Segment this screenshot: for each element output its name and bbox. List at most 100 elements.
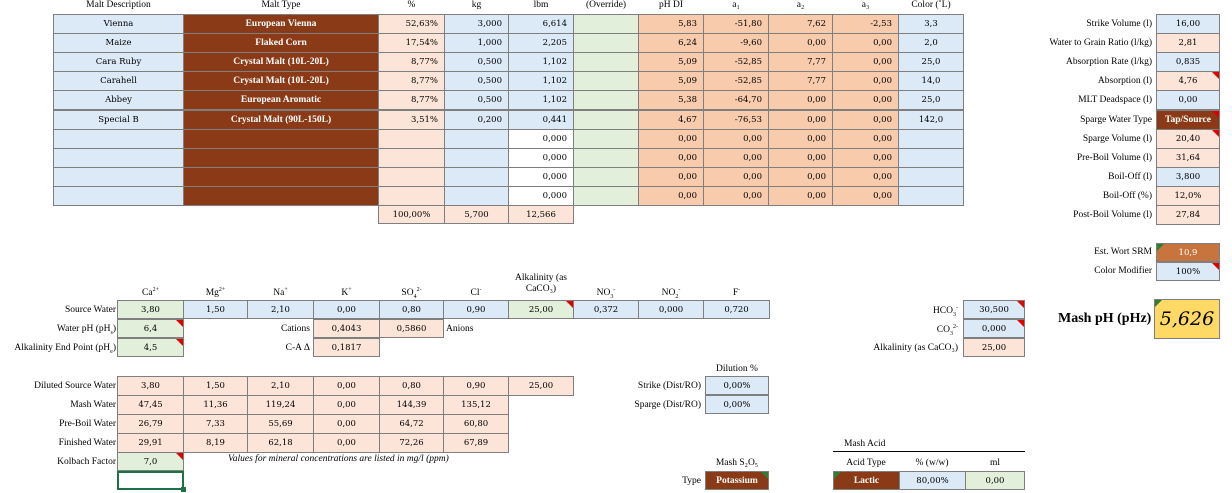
grain-color-cell[interactable]: 142,0 [898,109,964,130]
source-ion-input-4[interactable]: 0,80 [379,300,444,319]
grain-override-cell[interactable] [573,185,639,206]
grain-a3-cell: 0,00 [832,147,899,168]
grain-a3-cell: 0,00 [832,185,899,206]
grain-kg-cell[interactable] [444,147,509,168]
sparge-dilution-input[interactable]: 0,00% [705,395,769,414]
grain-type-cell[interactable] [183,147,379,168]
grain-type-cell[interactable] [183,185,379,206]
ion-header-6: Alkalinity (as CaCO₃) [515,273,567,294]
volume-value-5[interactable]: Tap/Source [1156,109,1220,130]
grain-kg-cell[interactable]: 0,200 [444,109,509,130]
grain-kg-cell[interactable] [444,185,509,206]
grain-color-cell[interactable] [898,166,964,187]
grain-type-cell[interactable]: Crystal Malt (10L-20L) [183,71,379,92]
acid-pct-input[interactable]: 80,00% [899,471,966,490]
grain-type-cell[interactable]: European Aromatic [183,90,379,111]
grain-desc-cell[interactable]: Maize [53,33,184,54]
grain-a3-cell: 0,00 [832,71,899,92]
source-ion-input-9[interactable]: 0,720 [703,300,770,319]
hco3-input[interactable]: 30,500 [963,300,1025,319]
wort-srm-label: Est. Wort SRM [1094,247,1152,257]
grain-kg-cell[interactable]: 0,500 [444,71,509,92]
grain-kg-cell[interactable]: 1,000 [444,33,509,54]
color-modifier-label: Color Modifier [1094,266,1152,276]
source-ion-input-1[interactable]: 1,50 [183,300,248,319]
source-ion-input-5[interactable]: 0,90 [443,300,509,319]
source-ion-input-2[interactable]: 2,10 [247,300,314,319]
grain-desc-cell[interactable]: Abbey [53,90,184,111]
grain-ph-cell: 5,83 [638,14,704,35]
grain-pct-cell: 52,63% [378,14,445,35]
grain-color-cell[interactable]: 25,0 [898,52,964,73]
grain-override-cell[interactable] [573,52,639,73]
grain-color-cell[interactable] [898,147,964,168]
grain-color-cell[interactable]: 2,0 [898,33,964,54]
selected-cell[interactable] [117,471,184,490]
kolbach-input[interactable]: 7,0 [117,452,184,471]
water-ph-input[interactable]: 6,4 [117,319,184,338]
anions-label: Anions [446,324,474,334]
end-point-input[interactable]: 4,5 [117,338,184,357]
source-ion-input-7[interactable]: 0,372 [573,300,639,319]
grain-kg-cell[interactable]: 3,000 [444,14,509,35]
grain-kg-cell[interactable] [444,128,509,149]
grain-type-cell[interactable]: Crystal Malt (10L-20L) [183,52,379,73]
alkalinity-label: Alkalinity (as CaCO₃) [873,343,958,353]
grain-kg-cell[interactable] [444,166,509,187]
s2o5-type-select[interactable]: Potassium [705,471,769,490]
diluted-value-cell: 55,69 [247,414,314,435]
grain-override-cell[interactable] [573,14,639,35]
source-ion-input-3[interactable]: 0,00 [313,300,380,319]
grain-desc-cell[interactable]: Vienna [53,14,184,35]
grain-a1-cell: 0,00 [703,128,769,149]
volume-value-2[interactable]: 0,835 [1156,52,1220,73]
diluted-value-cell: 29,91 [117,433,184,454]
grain-override-cell[interactable] [573,71,639,92]
grain-a1-cell: 0,00 [703,147,769,168]
grain-desc-cell[interactable]: Cara Ruby [53,52,184,73]
grain-desc-cell[interactable]: Special B [53,109,184,130]
co3-input[interactable]: 0,000 [963,319,1025,338]
acid-type-select[interactable]: Lactic [833,471,900,490]
grain-type-cell[interactable]: Flaked Corn [183,33,379,54]
grain-desc-cell[interactable] [53,166,184,187]
grain-type-cell[interactable]: European Vienna [183,14,379,35]
grain-color-cell[interactable] [898,128,964,149]
diluted-value-cell: 119,24 [247,395,314,416]
color-modifier-input[interactable]: 100% [1156,262,1220,281]
grain-override-cell[interactable] [573,147,639,168]
grain-desc-cell[interactable] [53,128,184,149]
grain-kg-cell[interactable]: 0,500 [444,52,509,73]
mash-ph-value: 5,626 [1154,299,1220,339]
grain-desc-cell[interactable]: Carahell [53,71,184,92]
grain-a2-cell: 0,00 [768,185,833,206]
fill-handle[interactable] [181,487,186,492]
grain-lbm-cell: 0,000 [508,166,574,187]
diluted-value-cell: 2,10 [247,376,314,396]
grain-type-cell[interactable] [183,166,379,187]
grain-override-cell[interactable] [573,166,639,187]
grain-override-cell[interactable] [573,90,639,111]
grain-type-cell[interactable] [183,128,379,149]
grain-a1-cell: -52,85 [703,71,769,92]
grain-color-cell[interactable]: 14,0 [898,71,964,92]
grain-desc-cell[interactable] [53,185,184,206]
grain-override-cell[interactable] [573,109,639,130]
grain-color-cell[interactable]: 3,3 [898,14,964,35]
source-ion-input-6[interactable]: 25,00 [508,300,574,319]
source-ion-input-0[interactable]: 3,80 [117,300,184,319]
source-ion-input-8[interactable]: 0,000 [638,300,704,319]
grain-override-cell[interactable] [573,33,639,54]
volume-value-0[interactable]: 16,00 [1156,14,1220,34]
grain-color-cell[interactable] [898,185,964,206]
strike-dilution-input[interactable]: 0,00% [705,376,769,395]
volume-value-7: 31,64 [1156,147,1220,168]
grain-desc-cell[interactable] [53,147,184,168]
volume-value-4[interactable]: 0,00 [1156,90,1220,111]
volume-value-8[interactable]: 3,800 [1156,166,1220,187]
grain-type-cell[interactable]: Crystal Malt (90L-150L) [183,109,379,130]
alkalinity-value: 25,00 [963,338,1025,357]
grain-color-cell[interactable]: 25,0 [898,90,964,111]
grain-override-cell[interactable] [573,128,639,149]
grain-kg-cell[interactable]: 0,500 [444,90,509,111]
